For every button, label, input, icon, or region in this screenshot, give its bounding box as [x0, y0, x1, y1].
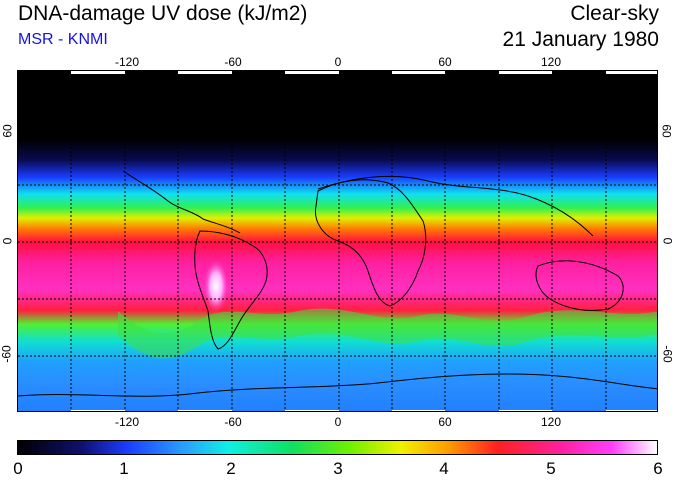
source-label: MSR - KNMI: [18, 31, 108, 48]
lon-bottom-label-3: 0: [334, 415, 342, 429]
lat-right-label-60n: 60: [659, 124, 674, 138]
africa-coast: [314, 179, 427, 307]
frame-ticks: [71, 71, 657, 411]
map-title: DNA-damage UV dose (kJ/m2): [18, 2, 308, 25]
lat-left-label-60n: 60: [0, 124, 15, 138]
lon-top-label-4: 60: [438, 55, 452, 69]
color-scale-label-3: 3: [333, 459, 343, 478]
lon-top-label-5: 120: [540, 55, 562, 69]
uv-dose-map[interactable]: [17, 70, 658, 412]
south-america-coast: [194, 230, 268, 350]
lat-left-label-0: 0: [0, 237, 15, 245]
color-scale-label-1: 1: [119, 459, 129, 478]
color-scale-label-4: 4: [439, 459, 449, 478]
color-scale-label-0: 0: [13, 459, 23, 478]
australia-coast: [535, 260, 624, 312]
lon-bottom-label-4: 60: [438, 415, 452, 429]
antarctica-coast: [18, 373, 657, 397]
lon-top-label-2: -60: [224, 55, 242, 69]
lon-top-label-1: -120: [114, 55, 140, 69]
color-scale-bar: [17, 440, 658, 455]
lat-right-label-0: 0: [660, 237, 675, 245]
andes-hotspot: [204, 260, 228, 312]
color-scale-label-6: 6: [653, 459, 663, 478]
graticule: [18, 71, 657, 411]
uv-dose-map-canvas: [18, 71, 657, 411]
eurasia-coast: [317, 175, 594, 237]
lat-right-label-60s: -60: [660, 345, 675, 363]
sky-condition-label: Clear-sky: [570, 2, 659, 25]
north-america-coast: [122, 170, 241, 234]
lat-left-label-60s: -60: [0, 345, 14, 363]
lon-top-label-3: 0: [334, 55, 342, 69]
lon-bottom-label-1: -120: [114, 415, 140, 429]
color-scale-label-2: 2: [226, 459, 236, 478]
lon-bottom-label-5: 120: [540, 415, 562, 429]
coastlines: [18, 170, 657, 397]
cool-wave-band: [118, 308, 657, 359]
date-label: 21 January 1980: [502, 28, 659, 51]
lon-bottom-label-2: -60: [224, 415, 242, 429]
color-scale-label-5: 5: [546, 459, 556, 478]
